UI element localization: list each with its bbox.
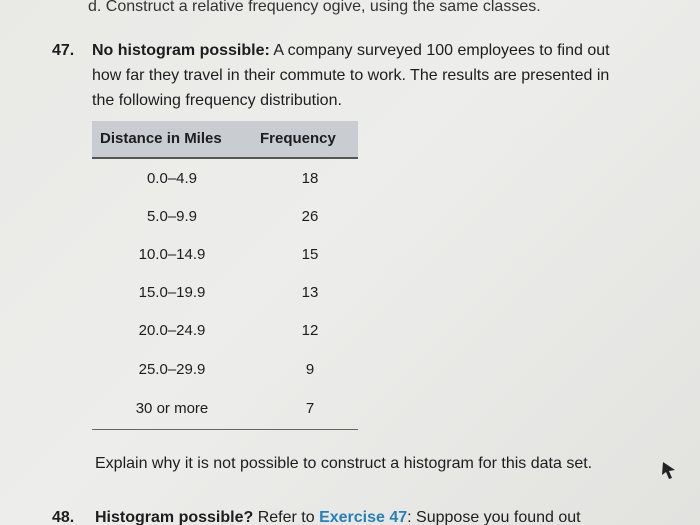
exercise-link[interactable]: Exercise 47 (319, 509, 408, 525)
exercise-number: 48. (52, 509, 75, 525)
exercise-body: : Suppose you found out (407, 509, 581, 525)
table-cell: 15.0–19.9 (138, 284, 206, 301)
table-cell: 20.0–24.9 (138, 322, 206, 339)
table-cell: 7 (305, 400, 315, 417)
column-header: Distance in Miles (100, 130, 222, 147)
table-cell: 12 (301, 322, 319, 339)
table-cell: 9 (305, 361, 315, 378)
header-line: d. Construct a relative frequency ogive,… (88, 0, 541, 15)
table-rule (92, 429, 358, 430)
table-cell: 30 or more (135, 400, 209, 417)
exercise-title: Histogram possible? (95, 509, 254, 525)
table-cell: 13 (301, 284, 319, 301)
table-cell: 10.0–14.9 (138, 246, 206, 263)
table-cell: 5.0–9.9 (146, 208, 198, 225)
exercise-title: No histogram possible: (92, 42, 270, 59)
table-cell: 0.0–4.9 (146, 170, 198, 187)
table-cell: 25.0–29.9 (138, 361, 206, 378)
cursor (662, 462, 675, 479)
column-header: Frequency (260, 130, 336, 147)
exercise-number: 47. (52, 42, 75, 59)
exercise-text: Histogram possible? Refer to Exercise 47… (95, 505, 581, 525)
table-header: Distance in Miles Frequency (92, 121, 358, 159)
table-cell: 18 (301, 170, 319, 187)
exercise-text: No histogram possible: A company surveye… (92, 38, 627, 113)
question-text: Explain why it is not possible to constr… (95, 455, 593, 472)
table-cell: 15 (301, 246, 319, 263)
exercise-body: Refer to (257, 509, 315, 525)
exercise-body: A company surveyed 100 employees to find… (92, 42, 610, 109)
table-cell: 26 (301, 208, 319, 225)
